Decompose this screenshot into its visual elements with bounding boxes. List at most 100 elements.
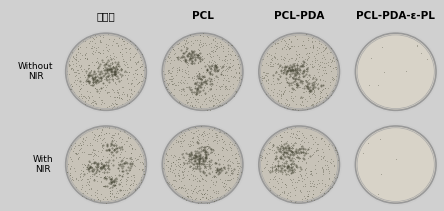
Point [219, 155, 226, 158]
Point [122, 149, 129, 153]
Point [65, 64, 72, 67]
Point [176, 158, 183, 161]
Point [179, 144, 186, 147]
Point [174, 157, 182, 161]
Point [128, 174, 135, 177]
Point [226, 173, 233, 177]
Point [132, 52, 139, 55]
Point [315, 154, 322, 157]
Point [169, 46, 176, 49]
Point [203, 144, 210, 147]
Ellipse shape [162, 33, 243, 110]
Point [208, 49, 215, 52]
Point [99, 61, 106, 64]
Point [117, 75, 124, 78]
Point [161, 72, 168, 75]
Point [214, 103, 221, 107]
Point [188, 189, 195, 192]
Point [78, 150, 85, 153]
Point [220, 98, 227, 101]
Point [199, 187, 206, 191]
Point [94, 139, 101, 143]
Point [222, 54, 229, 57]
Point [91, 37, 98, 40]
Point [227, 65, 234, 69]
Point [70, 55, 77, 58]
Point [134, 48, 141, 51]
Point [115, 146, 123, 150]
Point [183, 101, 190, 104]
Point [302, 70, 309, 73]
Point [213, 139, 220, 143]
Point [229, 161, 236, 164]
Point [123, 193, 131, 196]
Point [321, 58, 328, 61]
Point [199, 195, 206, 199]
Point [311, 198, 318, 202]
Point [310, 153, 317, 156]
Point [120, 39, 127, 43]
Point [106, 125, 113, 128]
Point [75, 155, 82, 159]
Point [289, 57, 296, 60]
Point [163, 160, 170, 163]
Point [292, 53, 299, 56]
Point [129, 147, 136, 150]
Point [313, 103, 320, 107]
Point [190, 167, 197, 171]
Point [161, 79, 168, 83]
Point [137, 175, 144, 178]
Point [360, 152, 367, 155]
Point [210, 38, 217, 42]
Point [203, 67, 210, 70]
Point [236, 65, 243, 69]
Point [309, 44, 317, 47]
Point [164, 153, 171, 157]
Point [195, 53, 202, 56]
Text: PCL-PDA-ε-PL: PCL-PDA-ε-PL [356, 11, 435, 21]
Point [188, 139, 195, 143]
Point [208, 41, 215, 45]
Point [309, 65, 317, 68]
Point [282, 78, 289, 82]
Point [118, 150, 125, 154]
Point [119, 97, 126, 100]
Point [263, 79, 270, 82]
Point [204, 52, 211, 56]
Point [268, 64, 275, 68]
Point [110, 79, 117, 83]
Point [199, 188, 206, 191]
Point [272, 167, 279, 170]
Point [126, 48, 133, 51]
Point [282, 85, 289, 89]
Point [86, 160, 93, 163]
Point [111, 198, 119, 202]
Point [100, 184, 107, 187]
Point [120, 130, 127, 134]
Point [79, 169, 86, 173]
Point [265, 72, 272, 75]
Point [222, 78, 230, 81]
Point [84, 99, 91, 102]
Point [118, 146, 125, 149]
Point [263, 162, 270, 165]
Point [166, 147, 173, 150]
Point [108, 192, 115, 196]
Point [232, 75, 239, 79]
Point [212, 101, 219, 105]
Point [72, 78, 79, 81]
Point [192, 130, 199, 133]
Point [124, 171, 131, 174]
Point [276, 64, 283, 68]
Point [188, 156, 195, 159]
Point [99, 85, 107, 89]
Point [99, 148, 106, 151]
Point [79, 139, 86, 143]
Point [332, 148, 339, 151]
Point [171, 49, 178, 52]
Point [137, 179, 144, 182]
Point [71, 169, 78, 172]
Point [188, 88, 195, 91]
Point [302, 63, 309, 66]
Point [175, 65, 182, 68]
